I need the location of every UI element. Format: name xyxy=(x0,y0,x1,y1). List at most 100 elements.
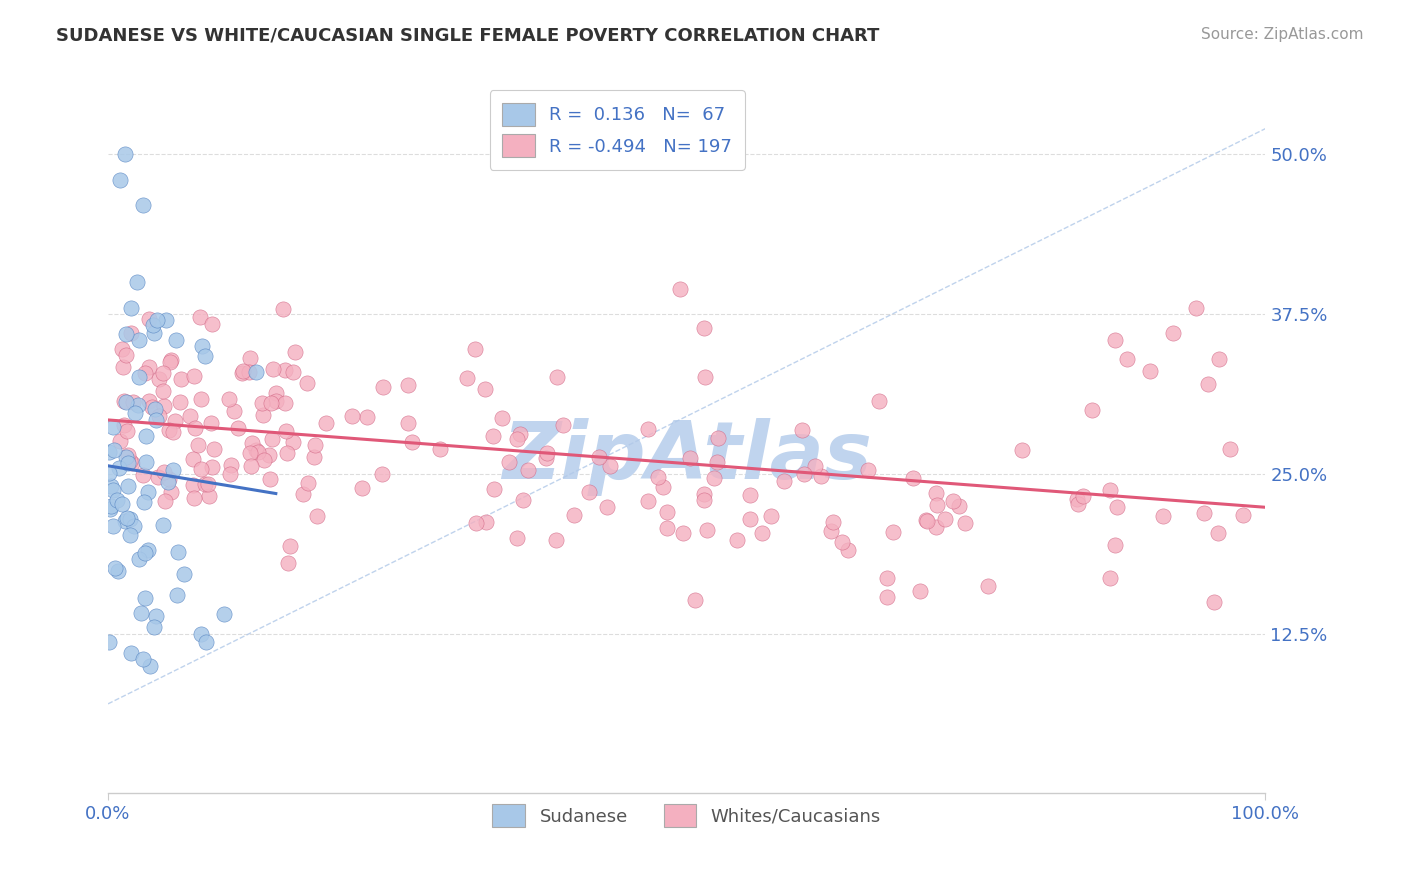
Point xyxy=(157,423,180,437)
Point xyxy=(599,459,621,474)
Point xyxy=(356,410,378,425)
Point xyxy=(882,525,904,540)
Point xyxy=(953,516,976,530)
Point xyxy=(551,418,574,433)
Point xyxy=(257,448,280,462)
Point xyxy=(115,424,138,438)
Point xyxy=(134,367,156,381)
Point xyxy=(876,571,898,585)
Point xyxy=(142,318,165,332)
Point xyxy=(166,588,188,602)
Point xyxy=(475,515,498,529)
Point xyxy=(304,438,326,452)
Point xyxy=(465,516,488,531)
Point xyxy=(679,451,702,466)
Point xyxy=(1107,500,1129,514)
Point xyxy=(162,425,184,439)
Point xyxy=(163,414,186,428)
Point xyxy=(240,436,263,450)
Point xyxy=(1011,442,1033,457)
Point xyxy=(751,526,773,541)
Point xyxy=(1192,507,1215,521)
Point xyxy=(837,542,859,557)
Point xyxy=(876,590,898,604)
Point xyxy=(143,620,166,634)
Point xyxy=(108,461,131,475)
Point xyxy=(212,607,235,622)
Text: Source: ZipAtlas.com: Source: ZipAtlas.com xyxy=(1201,27,1364,42)
Point xyxy=(198,489,221,503)
Point xyxy=(145,608,167,623)
Point xyxy=(127,398,149,412)
Point xyxy=(280,540,302,554)
Point xyxy=(474,382,496,396)
Point xyxy=(122,394,145,409)
Point xyxy=(98,501,121,516)
Point xyxy=(190,310,212,324)
Text: SUDANESE VS WHITE/CAUCASIAN SINGLE FEMALE POVERTY CORRELATION CHART: SUDANESE VS WHITE/CAUCASIAN SINGLE FEMAL… xyxy=(56,27,880,45)
Point xyxy=(934,512,956,526)
Point xyxy=(276,446,298,460)
Point xyxy=(218,392,240,406)
Point xyxy=(239,458,262,473)
Point xyxy=(128,551,150,566)
Point xyxy=(159,355,181,369)
Point xyxy=(1066,491,1088,506)
Point xyxy=(371,380,394,394)
Point xyxy=(114,514,136,528)
Point xyxy=(135,429,157,443)
Point xyxy=(153,466,176,480)
Point xyxy=(201,318,224,332)
Point xyxy=(194,349,217,363)
Point xyxy=(509,427,531,442)
Point xyxy=(276,424,298,438)
Point xyxy=(143,401,166,416)
Point xyxy=(146,312,169,326)
Point xyxy=(305,509,328,524)
Point xyxy=(115,326,138,341)
Point xyxy=(120,301,142,315)
Point xyxy=(901,471,924,485)
Point xyxy=(291,486,314,500)
Point xyxy=(484,482,506,496)
Point xyxy=(283,435,305,450)
Point xyxy=(297,475,319,490)
Point xyxy=(1208,525,1230,540)
Point xyxy=(194,477,217,491)
Point xyxy=(262,361,284,376)
Point xyxy=(1081,402,1104,417)
Point xyxy=(260,396,283,410)
Point xyxy=(181,452,204,467)
Point xyxy=(1071,489,1094,503)
Point xyxy=(132,652,155,666)
Point xyxy=(274,396,297,410)
Point xyxy=(259,472,281,486)
Point xyxy=(134,591,156,606)
Point xyxy=(693,487,716,501)
Point xyxy=(165,334,187,348)
Point xyxy=(927,498,949,512)
Point xyxy=(117,448,139,462)
Point xyxy=(706,455,728,469)
Point xyxy=(157,472,180,486)
Point xyxy=(588,450,610,465)
Point xyxy=(120,646,142,660)
Point xyxy=(110,343,132,357)
Point xyxy=(773,475,796,489)
Point xyxy=(908,584,931,599)
Point xyxy=(117,478,139,492)
Point xyxy=(190,392,212,406)
Point xyxy=(221,458,243,472)
Point xyxy=(181,478,204,492)
Point xyxy=(655,505,678,519)
Point xyxy=(924,520,946,534)
Point xyxy=(122,519,145,533)
Point xyxy=(302,450,325,465)
Point xyxy=(1161,326,1184,340)
Point xyxy=(693,492,716,507)
Point xyxy=(129,606,152,620)
Point xyxy=(283,365,305,379)
Point xyxy=(1104,333,1126,347)
Point xyxy=(792,423,814,437)
Point xyxy=(917,515,939,529)
